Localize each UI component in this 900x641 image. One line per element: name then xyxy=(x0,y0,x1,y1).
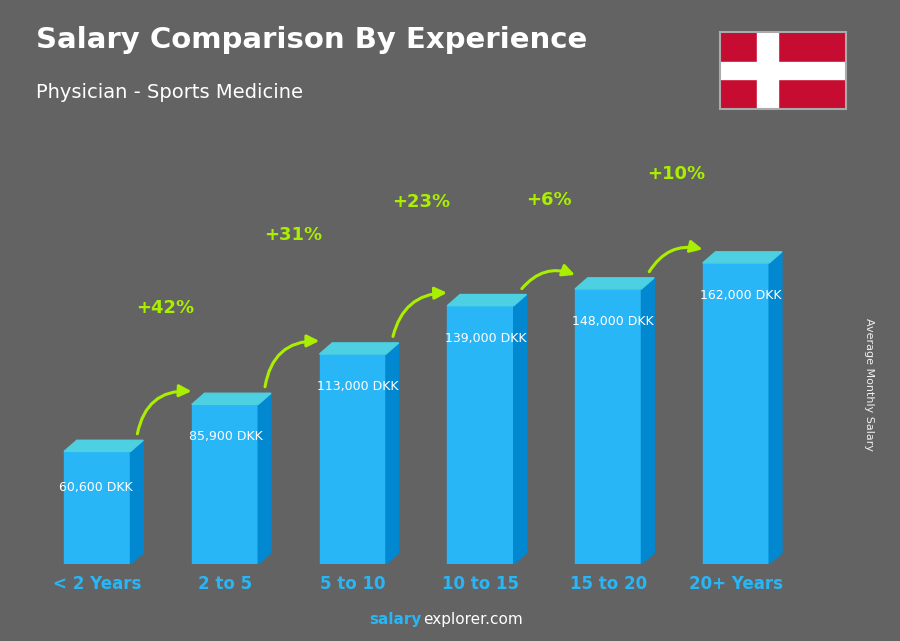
Polygon shape xyxy=(703,252,782,263)
Text: 60,600 DKK: 60,600 DKK xyxy=(58,481,132,494)
Polygon shape xyxy=(64,440,143,451)
Bar xyxy=(703,263,770,564)
Polygon shape xyxy=(192,393,271,404)
Text: 113,000 DKK: 113,000 DKK xyxy=(317,380,399,393)
Polygon shape xyxy=(575,278,654,289)
Bar xyxy=(64,451,130,564)
Text: +42%: +42% xyxy=(137,299,194,317)
Polygon shape xyxy=(447,294,526,306)
Text: 148,000 DKK: 148,000 DKK xyxy=(572,315,654,328)
Text: Physician - Sports Medicine: Physician - Sports Medicine xyxy=(36,83,303,103)
Bar xyxy=(192,404,258,564)
Text: Salary Comparison By Experience: Salary Comparison By Experience xyxy=(36,26,587,54)
Text: 162,000 DKK: 162,000 DKK xyxy=(700,289,782,302)
Bar xyxy=(720,62,846,79)
Polygon shape xyxy=(258,393,271,564)
Polygon shape xyxy=(130,440,143,564)
Polygon shape xyxy=(642,278,654,564)
Text: +10%: +10% xyxy=(647,165,706,183)
Text: +23%: +23% xyxy=(392,193,450,211)
Polygon shape xyxy=(386,343,399,564)
Polygon shape xyxy=(770,252,782,564)
Text: +6%: +6% xyxy=(526,191,572,209)
Text: 139,000 DKK: 139,000 DKK xyxy=(445,332,526,345)
Text: +31%: +31% xyxy=(265,226,322,244)
Bar xyxy=(575,289,642,564)
Bar xyxy=(758,32,778,109)
Bar xyxy=(320,354,386,564)
Bar xyxy=(447,306,514,564)
Polygon shape xyxy=(514,294,526,564)
Text: 85,900 DKK: 85,900 DKK xyxy=(189,430,263,444)
Polygon shape xyxy=(320,343,399,354)
Text: Average Monthly Salary: Average Monthly Salary xyxy=(863,318,874,451)
Text: salary: salary xyxy=(369,612,421,627)
Text: explorer.com: explorer.com xyxy=(423,612,523,627)
